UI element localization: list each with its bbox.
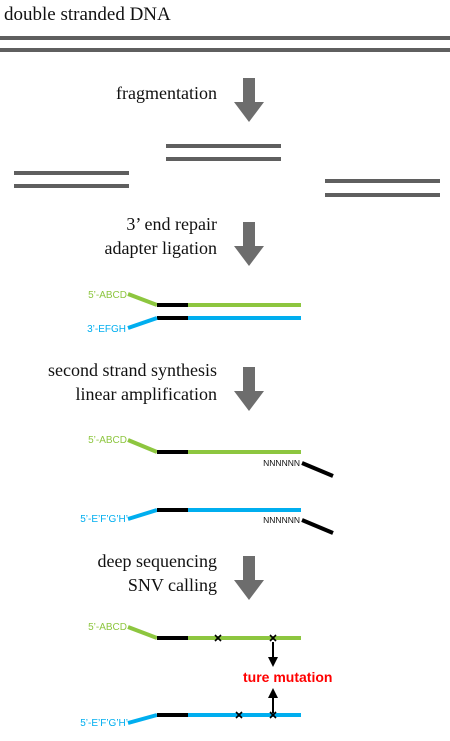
- dna-strand: [325, 179, 440, 183]
- variant-cross-icon: [269, 711, 277, 719]
- label-bottom-5prime-prime: 5’-E’F’G’H’: [80, 718, 128, 729]
- dna-strand: [166, 144, 281, 148]
- adapter-tail-blue: [127, 713, 158, 725]
- adapter-black: [157, 316, 188, 320]
- amplified-green-strand: 5’-ABCD NNNNNN: [88, 435, 334, 478]
- variant-cross-icon: [269, 634, 277, 642]
- down-arrow-icon: [234, 78, 264, 122]
- ligated-fragment: 5’-ABCD 3’-EFGH: [87, 290, 301, 335]
- step-adapter-ligation-label: adapter ligation: [105, 238, 217, 258]
- bottom-strand-blue: [188, 713, 301, 717]
- adapter-tail-green: [127, 625, 158, 640]
- top-strand-green: [188, 636, 301, 640]
- label-top-5prime: 5’-ABCD: [88, 290, 127, 301]
- adapter-black: [157, 508, 188, 512]
- dna-fragment: [325, 179, 440, 197]
- dna-strand: [14, 184, 129, 188]
- step-deep-sequencing-label: deep sequencing: [98, 551, 217, 571]
- bottom-strand-blue: [188, 316, 301, 320]
- bottom-strand-blue: [188, 508, 301, 512]
- adapter-tail-green: [127, 292, 158, 307]
- adapter-tail-blue: [127, 316, 158, 330]
- adapter-tail-green: [127, 438, 158, 454]
- dna-strand: [14, 171, 129, 175]
- dna-strand: [0, 48, 450, 52]
- adapter-black: [157, 713, 188, 717]
- adapter-black: [157, 636, 188, 640]
- title-double-stranded-dna: double stranded DNA: [4, 4, 171, 25]
- top-strand-green: [188, 303, 301, 307]
- down-arrow-icon: [234, 367, 264, 411]
- step-second-strand-label: second strand synthesis: [48, 360, 217, 380]
- long-dsdna: [0, 36, 450, 52]
- dna-strand: [325, 193, 440, 197]
- dna-fragment: [166, 144, 281, 161]
- step-linear-amplification-label: linear amplification: [76, 384, 217, 404]
- step-end-repair-label: 3’ end repair: [126, 214, 217, 234]
- dna-fragment: [14, 171, 129, 188]
- adapter-black: [157, 303, 188, 307]
- label-bottom-5prime-prime: 5’-E’F’G’H’: [80, 514, 128, 525]
- random-primer-label: NNNNNN: [263, 458, 300, 468]
- label-top-5prime: 5’-ABCD: [88, 622, 127, 633]
- variant-cross-icon: [235, 711, 243, 719]
- label-bottom-3prime: 3’-EFGH: [87, 324, 126, 335]
- sequenced-blue-strand: 5’-E’F’G’H’: [80, 711, 301, 729]
- step-snv-calling-label: SNV calling: [128, 575, 217, 595]
- adapter-tail-blue: [127, 508, 158, 521]
- mutation-arrow-down: [268, 642, 278, 667]
- sequenced-green-strand: 5’-ABCD: [88, 622, 301, 642]
- random-primer-label: NNNNNN: [263, 515, 300, 525]
- down-arrow-icon: [234, 222, 264, 266]
- top-strand-green: [188, 450, 301, 454]
- step-fragmentation-label: fragmentation: [116, 83, 217, 103]
- true-mutation-label: ture mutation: [243, 669, 332, 685]
- primer-tail-black: [301, 461, 334, 478]
- primer-tail-black: [301, 518, 334, 535]
- mutation-arrow-up: [268, 688, 278, 713]
- down-arrow-icon: [234, 556, 264, 600]
- label-top-5prime: 5’-ABCD: [88, 435, 127, 446]
- variant-cross-icon: [214, 634, 222, 642]
- dna-strand: [166, 157, 281, 161]
- adapter-black: [157, 450, 188, 454]
- amplified-blue-strand: 5’-E’F’G’H’ NNNNNN: [80, 508, 334, 535]
- dna-strand: [0, 36, 450, 40]
